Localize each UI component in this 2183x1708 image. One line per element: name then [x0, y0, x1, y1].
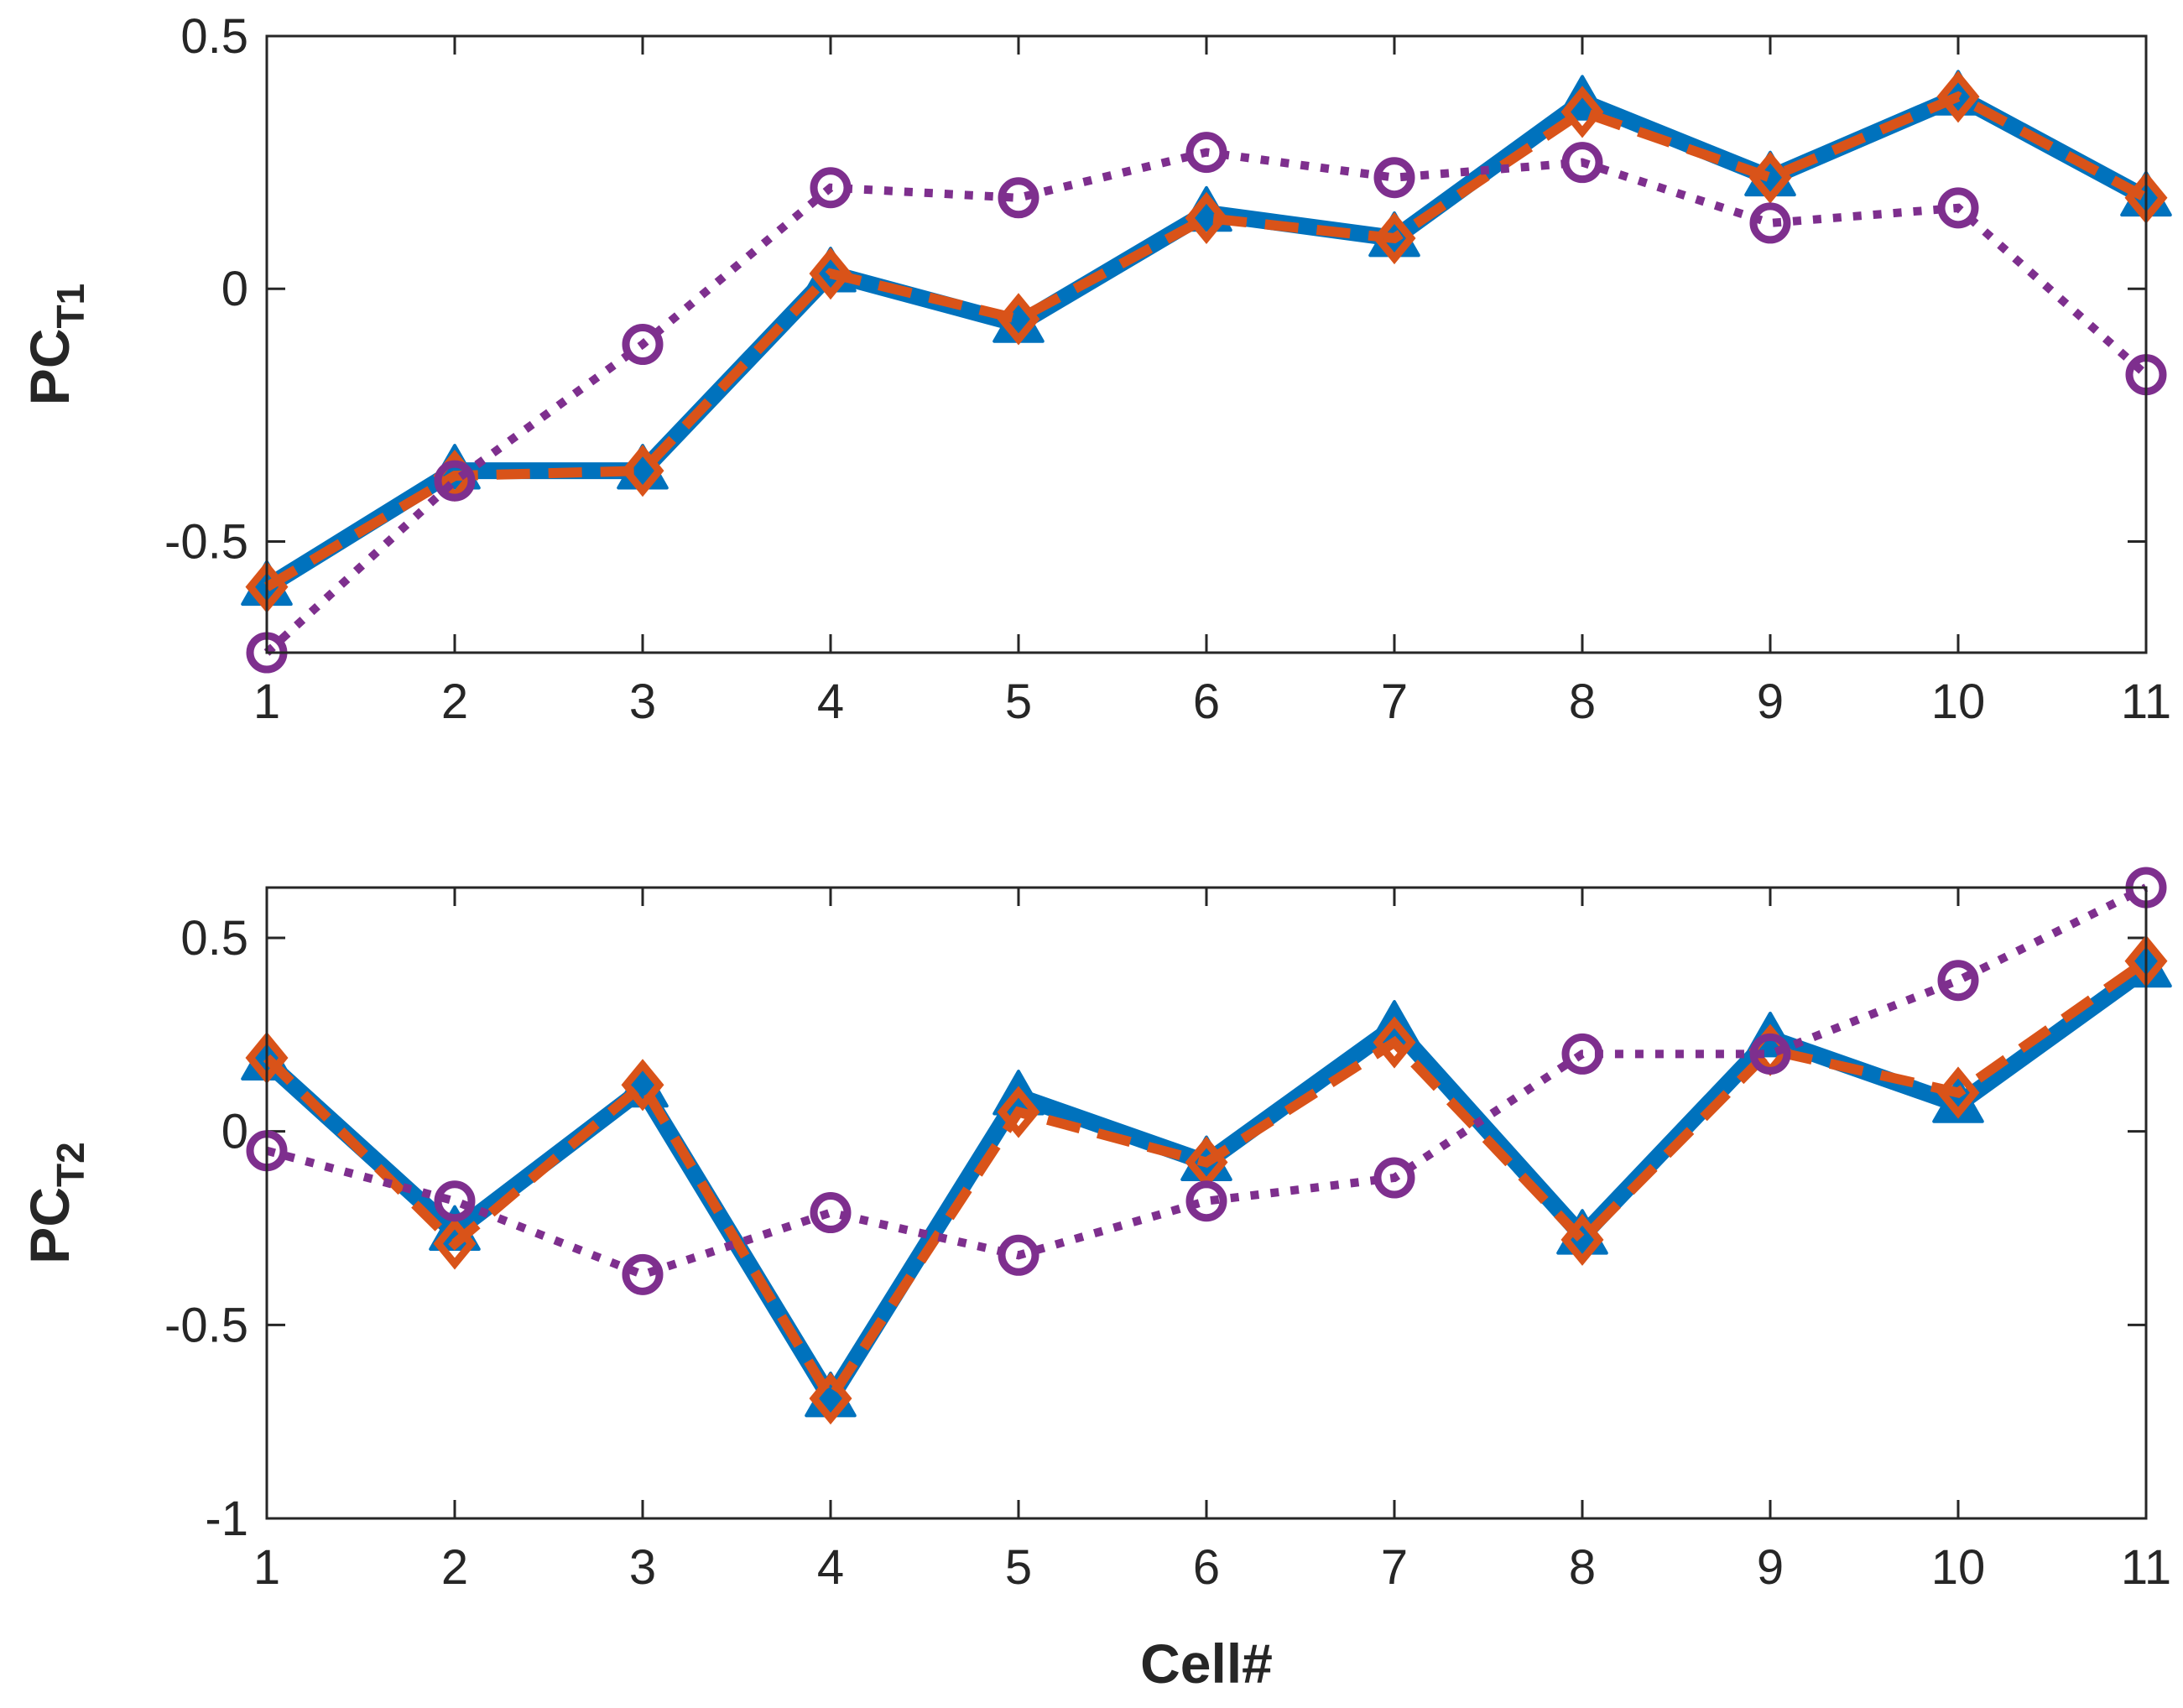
- bottom-panel-x-tick-label: 3: [629, 1540, 656, 1595]
- bottom-panel-frame: [265, 886, 2148, 1520]
- bottom-panel-y-axis-label: PCT2: [18, 1142, 92, 1263]
- top-panel-x-tick-label: 9: [1757, 674, 1784, 729]
- bottom-panel-x-tick-label: 9: [1757, 1540, 1784, 1595]
- top-panel-x-tick-label: 2: [441, 674, 468, 729]
- top-panel-x-tick-label: 6: [1193, 674, 1220, 729]
- top-panel-series-2-point: [809, 247, 852, 300]
- bottom-panel-y-tick-label: 0: [221, 1105, 248, 1159]
- top-panel-series-3-line: [263, 148, 2149, 656]
- bottom-panel-series-2-point: [621, 1059, 664, 1112]
- bottom-panel-series-3-line: [265, 883, 2149, 1279]
- top-panel-tick-labels: 1 2 3 4 5 6 7 8 9 10 11 -0.5 0 0.5: [164, 9, 2171, 729]
- bottom-panel-series-2-point: [433, 1217, 477, 1270]
- top-panel-series-3-point: [622, 324, 664, 365]
- bottom-panel-series-2-line: [263, 956, 2149, 1409]
- top-panel-x-tick-label: 10: [1931, 674, 1986, 729]
- top-panel-y-axis-label-subscript: T1: [49, 284, 92, 329]
- top-panel-frame: [265, 34, 2148, 654]
- top-panel-y-axis-label: PCT1: [18, 284, 92, 405]
- bottom-panel-y-tick-label: 0.5: [180, 911, 248, 966]
- bottom-panel-x-tick-label: 11: [2121, 1540, 2171, 1595]
- top-panel-series-2-point: [997, 293, 1040, 346]
- top-panel-series-3-point: [1373, 157, 1415, 199]
- bottom-panel-x-tick-label: 7: [1381, 1540, 1408, 1595]
- top-panel-series-3-point: [1749, 202, 1791, 244]
- top-panel-series-2-point: [1748, 151, 1792, 204]
- top-panel-series-2-point: [1185, 191, 1228, 244]
- bottom-panel-series-3-point: [1561, 1033, 1603, 1075]
- bottom-panel-x-tick-label: 5: [1005, 1540, 1032, 1595]
- bottom-panel-series: [241, 867, 2172, 1425]
- bottom-panel-series-3-point: [998, 1234, 1039, 1276]
- bottom-panel-tick-labels: 1 2 3 4 5 6 7 8 9 10 11 -1 -0.5 0 0.5: [164, 911, 2171, 1595]
- top-panel-x-tick-label: 7: [1381, 674, 1408, 729]
- bottom-panel-y-axis-label-subscript: T2: [49, 1142, 92, 1187]
- top-panel-series-2-point: [1373, 211, 1416, 265]
- bottom-panel-y-tick-label: -1: [205, 1492, 248, 1546]
- top-panel-y-axis-label-main: PC: [18, 329, 81, 406]
- top-panel-series-2-point: [621, 445, 664, 497]
- top-panel-x-tick-label: 4: [817, 674, 844, 729]
- top-panel-x-tick-label: 11: [2121, 674, 2171, 729]
- bottom-panel-x-tick-label: 4: [817, 1540, 844, 1595]
- bottom-panel-x-tick-label: 8: [1569, 1540, 1596, 1595]
- top-panel-series-3-point: [434, 460, 476, 502]
- bottom-panel-y-axis-label-main: PC: [18, 1187, 81, 1264]
- top-panel-x-tick-label: 5: [1005, 674, 1032, 729]
- bottom-panel-series-2-point: [809, 1372, 852, 1425]
- top-panel-series-3-point: [810, 167, 852, 209]
- bottom-panel-series-3-point: [1185, 1180, 1227, 1222]
- bottom-panel-series-3-point: [434, 1180, 476, 1222]
- bottom-panel-series-3-point: [810, 1192, 852, 1234]
- top-panel-y-tick-label: 0: [221, 262, 248, 316]
- bottom-panel-x-tick-label: 6: [1193, 1540, 1220, 1595]
- top-panel-x-tick-label: 3: [629, 674, 656, 729]
- bottom-panel-x-tick-label: 10: [1931, 1540, 1986, 1595]
- bottom-panel-series-3-point: [1749, 1033, 1791, 1075]
- bottom-panel-series-2-point: [1373, 1016, 1416, 1069]
- bottom-panel-series-2-point: [997, 1086, 1040, 1138]
- bottom-panel-series-3-point: [1937, 960, 1979, 1002]
- bottom-panel-y-tick-label: -0.5: [164, 1298, 248, 1352]
- top-panel-y-tick-label: 0.5: [180, 9, 248, 64]
- top-panel-x-tick-label: 1: [253, 674, 280, 729]
- bottom-panel-x-tick-label: 2: [441, 1540, 468, 1595]
- bottom-panel-x-tick-label: 1: [253, 1540, 280, 1595]
- top-panel-series-3-point: [998, 177, 1039, 219]
- bottom-panel-x-axis-label: Cell#: [1140, 1632, 1273, 1695]
- top-panel-series-3-point: [1561, 142, 1603, 184]
- top-panel-series-2-line: [263, 91, 2149, 591]
- bottom-panel-series-3-point: [622, 1253, 664, 1295]
- top-panel-series-3-point: [1185, 132, 1227, 174]
- bottom-panel-series-2-point: [1560, 1213, 1604, 1266]
- bottom-panel: 1 2 3 4 5 6 7 8 9 10 11 -1 -0.5 0 0.5 PCT2 Cell#: [18, 867, 2172, 1695]
- top-panel: 1 2 3 4 5 6 7 8 9 10 11 -0.5 0 0.5 PCT1: [18, 9, 2172, 729]
- top-panel-series: [241, 70, 2172, 674]
- bottom-panel-series-3-point: [1373, 1157, 1415, 1199]
- top-panel-series-2-point: [1560, 86, 1604, 138]
- top-panel-series-2-point: [1936, 70, 1980, 123]
- top-panel-x-tick-label: 8: [1569, 674, 1596, 729]
- bottom-panel-series-2-point: [1936, 1066, 1980, 1119]
- top-panel-y-tick-label: -0.5: [164, 514, 248, 569]
- top-panel-series-3-point: [1937, 187, 1979, 229]
